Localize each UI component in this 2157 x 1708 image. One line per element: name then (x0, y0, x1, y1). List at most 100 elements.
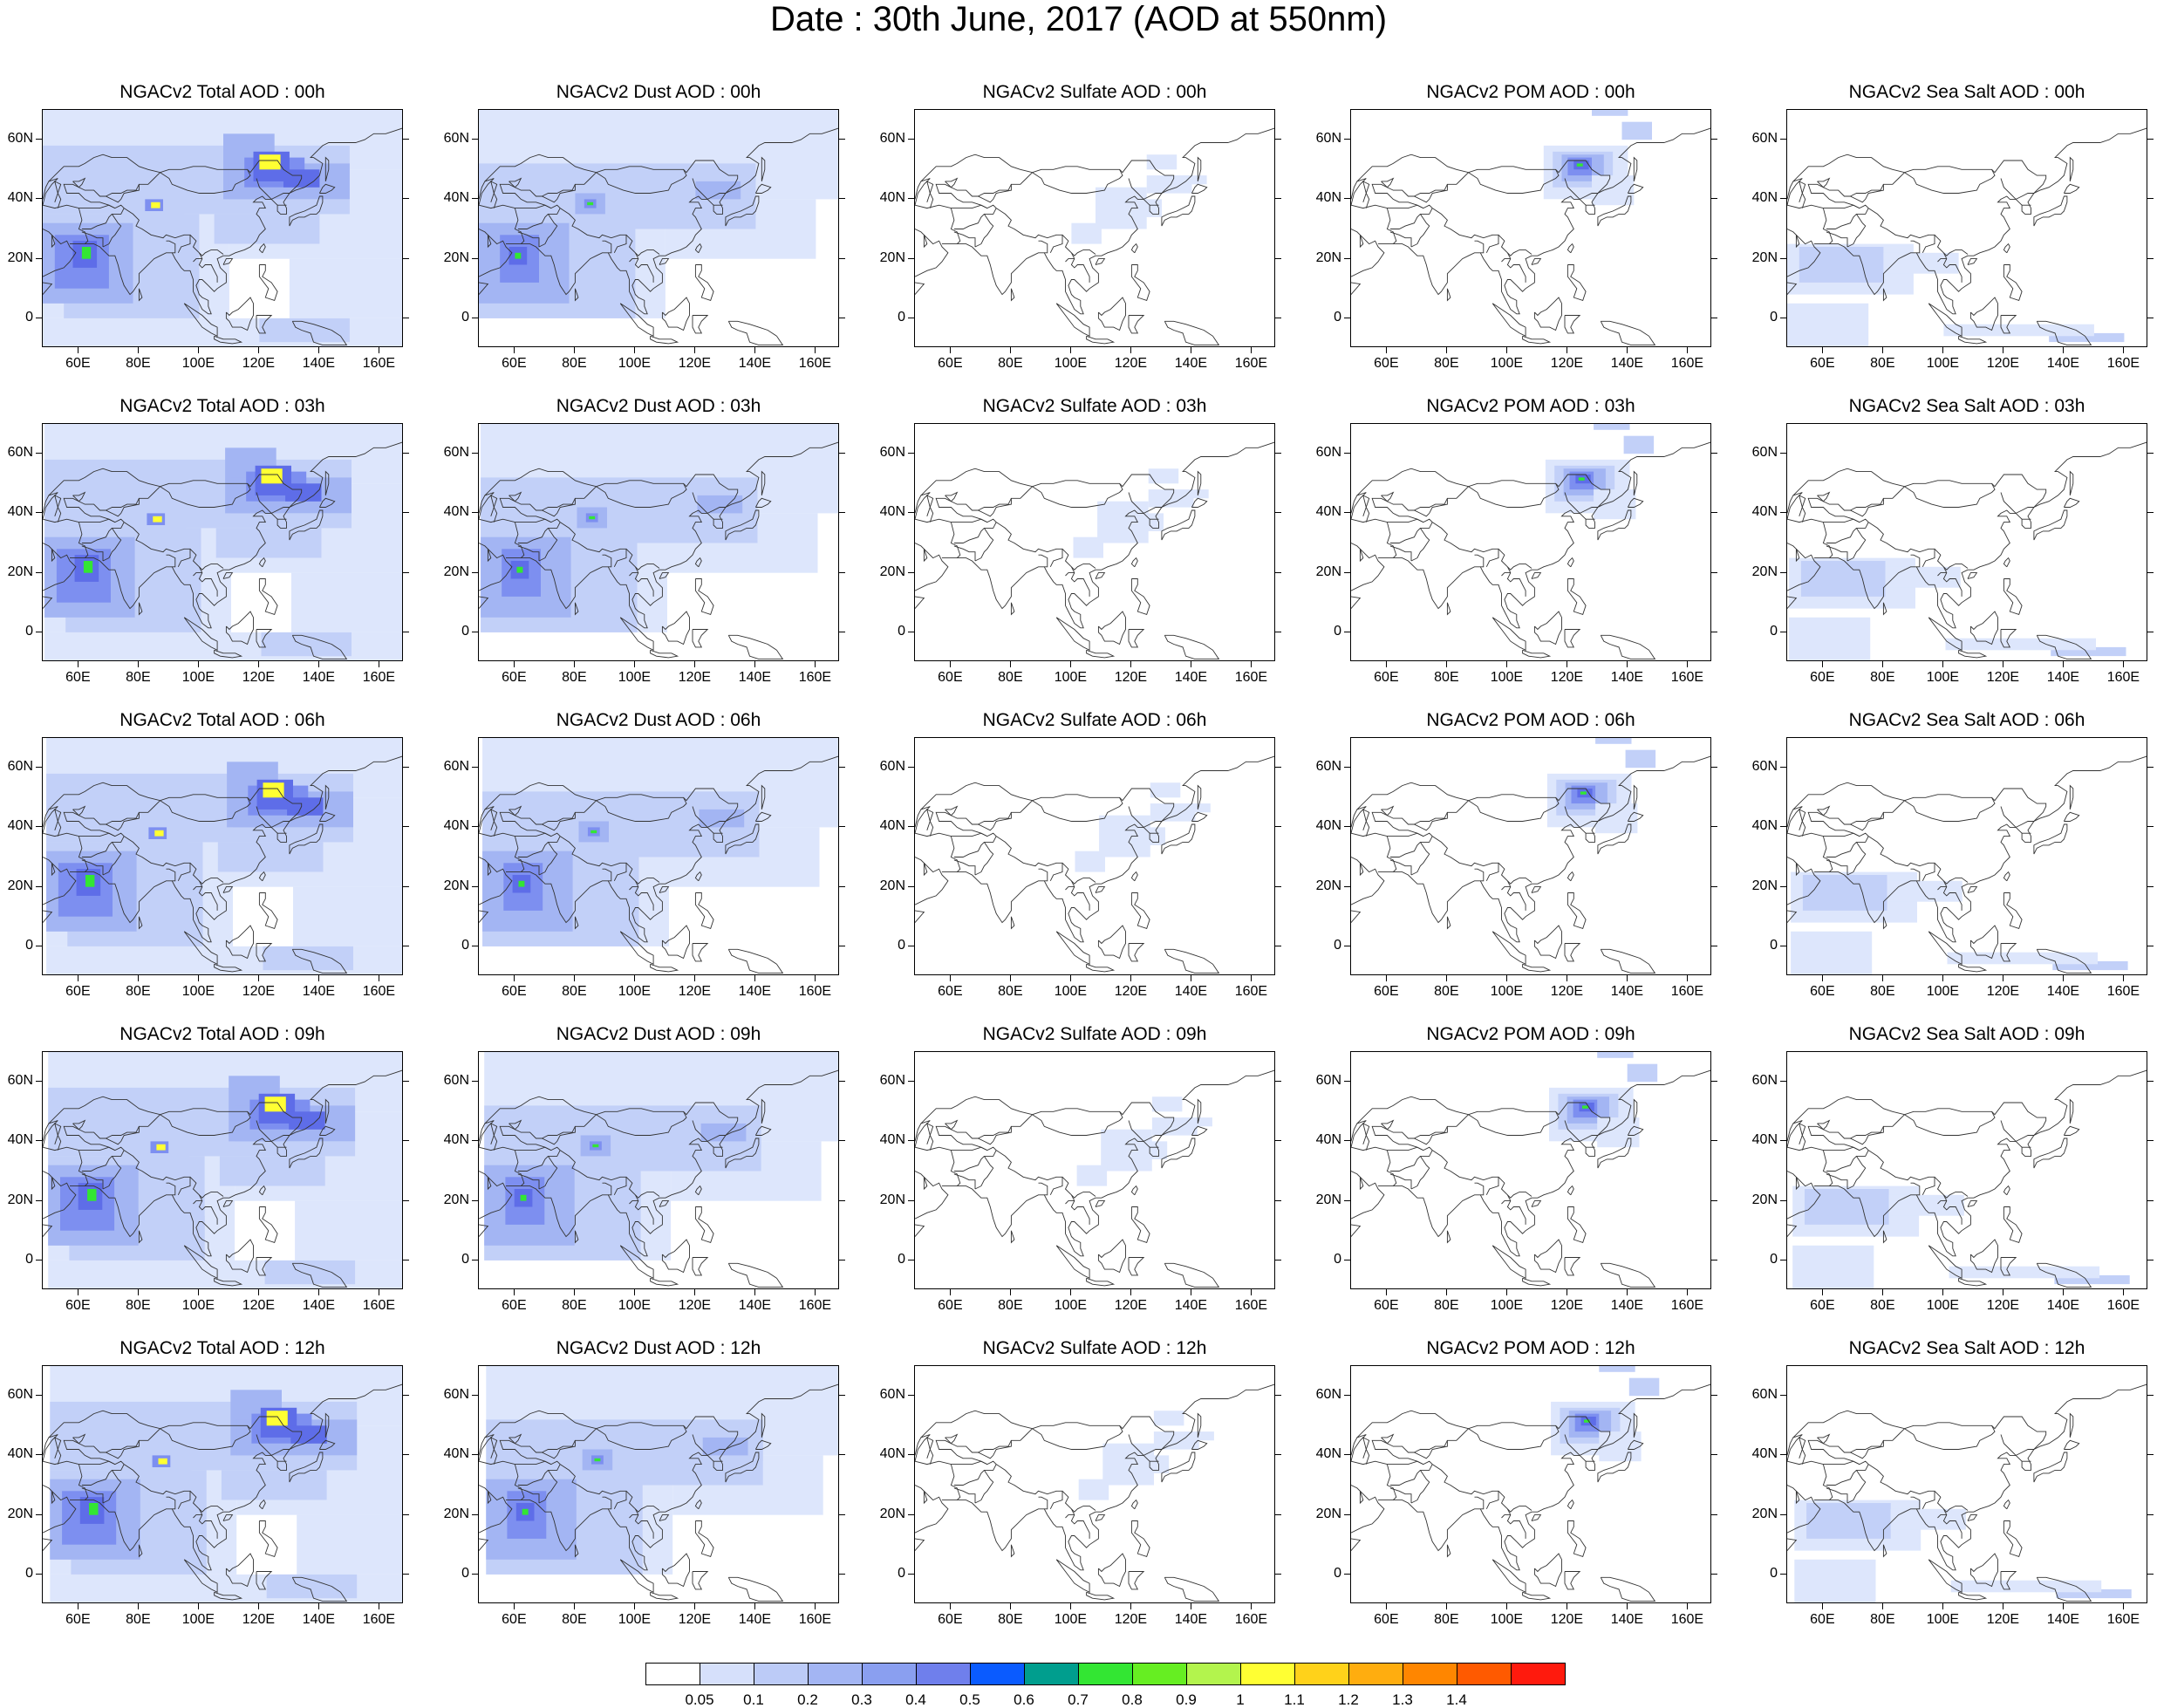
coastline (2016, 1135, 2034, 1142)
coastline (915, 282, 925, 295)
lat-tick-label: 0 (898, 309, 905, 325)
coastline (106, 1126, 140, 1139)
coastline (629, 572, 638, 577)
coastline (692, 1571, 709, 1590)
coastline (1910, 240, 1921, 254)
lon-tick (198, 1603, 200, 1609)
coastline (727, 634, 784, 660)
lat-tick (1711, 767, 1717, 769)
lon-tick (1010, 347, 1012, 353)
coastline (1491, 617, 1526, 652)
coastline (1942, 252, 1962, 283)
lat-tick-label: 60N (7, 445, 33, 461)
lon-tick (514, 1289, 515, 1295)
lon-tick-label: 140E (2046, 984, 2080, 999)
coastline (1567, 1520, 1587, 1557)
coastline (1822, 1464, 1833, 1500)
lon-tick (1251, 1603, 1253, 1609)
coastline (692, 492, 708, 514)
aod-patch (89, 1503, 99, 1515)
lat-tick-label: 60N (1315, 759, 1341, 775)
coastline (2016, 821, 2034, 828)
coastline (1826, 836, 1869, 857)
coastline (499, 172, 597, 209)
coastline (1010, 1544, 1015, 1558)
coastline (1010, 1230, 1015, 1244)
lon-tick-label: 140E (302, 1298, 336, 1313)
lat-tick (472, 1140, 478, 1142)
lon-tick-label: 160E (2106, 356, 2140, 371)
lat-tick (36, 453, 42, 454)
coastline (256, 178, 272, 200)
coastline (479, 178, 495, 206)
coastline (1086, 963, 1116, 973)
lat-tick-label: 60N (1751, 445, 1778, 461)
coastline (1095, 1200, 1106, 1207)
lat-tick (1275, 1199, 1281, 1201)
aod-map (1351, 1052, 1710, 1288)
aod-map (479, 110, 838, 346)
lat-tick (1711, 1573, 1717, 1575)
coastline (1128, 806, 1144, 828)
lon-tick-label: 80E (998, 1298, 1023, 1313)
coastline (538, 214, 558, 248)
lat-tick (36, 571, 42, 573)
coastline (1633, 1098, 1638, 1124)
coastline (517, 208, 561, 229)
lon-tick-label: 80E (562, 356, 587, 371)
coastline (1850, 1126, 1884, 1139)
coastline (1431, 836, 1499, 882)
lon-tick-label: 80E (126, 1298, 151, 1313)
coastline (1446, 602, 1451, 616)
aod-patch (1078, 1479, 1109, 1500)
lat-tick (472, 453, 478, 454)
coastline (1474, 1182, 1485, 1196)
lon-tick-label: 140E (738, 984, 772, 999)
coastline (70, 441, 402, 629)
lon-tick-label: 100E (1926, 670, 1960, 685)
coastline (1822, 522, 1833, 558)
coastline (1381, 1433, 1395, 1445)
coastline (619, 1245, 654, 1280)
coastline (761, 156, 766, 182)
coastline (1567, 1499, 1574, 1510)
coastline (953, 522, 997, 543)
coastline (487, 235, 492, 249)
lat-tick (1780, 1140, 1786, 1142)
lat-tick-label: 40N (1751, 504, 1778, 520)
coastline (1633, 784, 1638, 810)
coastline (1787, 910, 1798, 923)
lat-tick (36, 257, 42, 259)
coastline (1814, 1383, 2147, 1571)
lon-tick-label: 80E (998, 670, 1023, 685)
lat-tick-label: 0 (25, 1565, 33, 1581)
lat-tick (1344, 1513, 1350, 1515)
coastline (54, 181, 62, 208)
lat-tick (2147, 1454, 2154, 1456)
lon-tick (950, 1289, 952, 1295)
lon-tick-label: 160E (1234, 356, 1268, 371)
lat-tick (908, 1513, 914, 1515)
coastline (915, 1120, 931, 1148)
coastline (514, 522, 525, 558)
colorbar-swatch (1403, 1663, 1457, 1685)
coastline (602, 1182, 612, 1196)
coastline (1969, 297, 1998, 331)
lon-tick-label: 120E (1114, 984, 1148, 999)
lon-tick-label: 80E (126, 984, 151, 999)
lat-tick-label: 0 (25, 623, 33, 639)
coastline (1867, 522, 1935, 568)
coastline (950, 208, 961, 244)
coastline (1882, 1544, 1887, 1558)
coastline (650, 335, 679, 345)
lon-tick (138, 975, 140, 981)
coastline (183, 931, 218, 966)
coastline (1580, 507, 1598, 514)
coastline (1531, 258, 1542, 265)
aod-patch (219, 1156, 325, 1186)
coastline (258, 871, 266, 882)
lat-tick-label: 40N (879, 1446, 905, 1462)
coastline (1934, 548, 1969, 570)
lon-tick-label: 120E (678, 1298, 712, 1313)
lon-tick (634, 1603, 636, 1609)
